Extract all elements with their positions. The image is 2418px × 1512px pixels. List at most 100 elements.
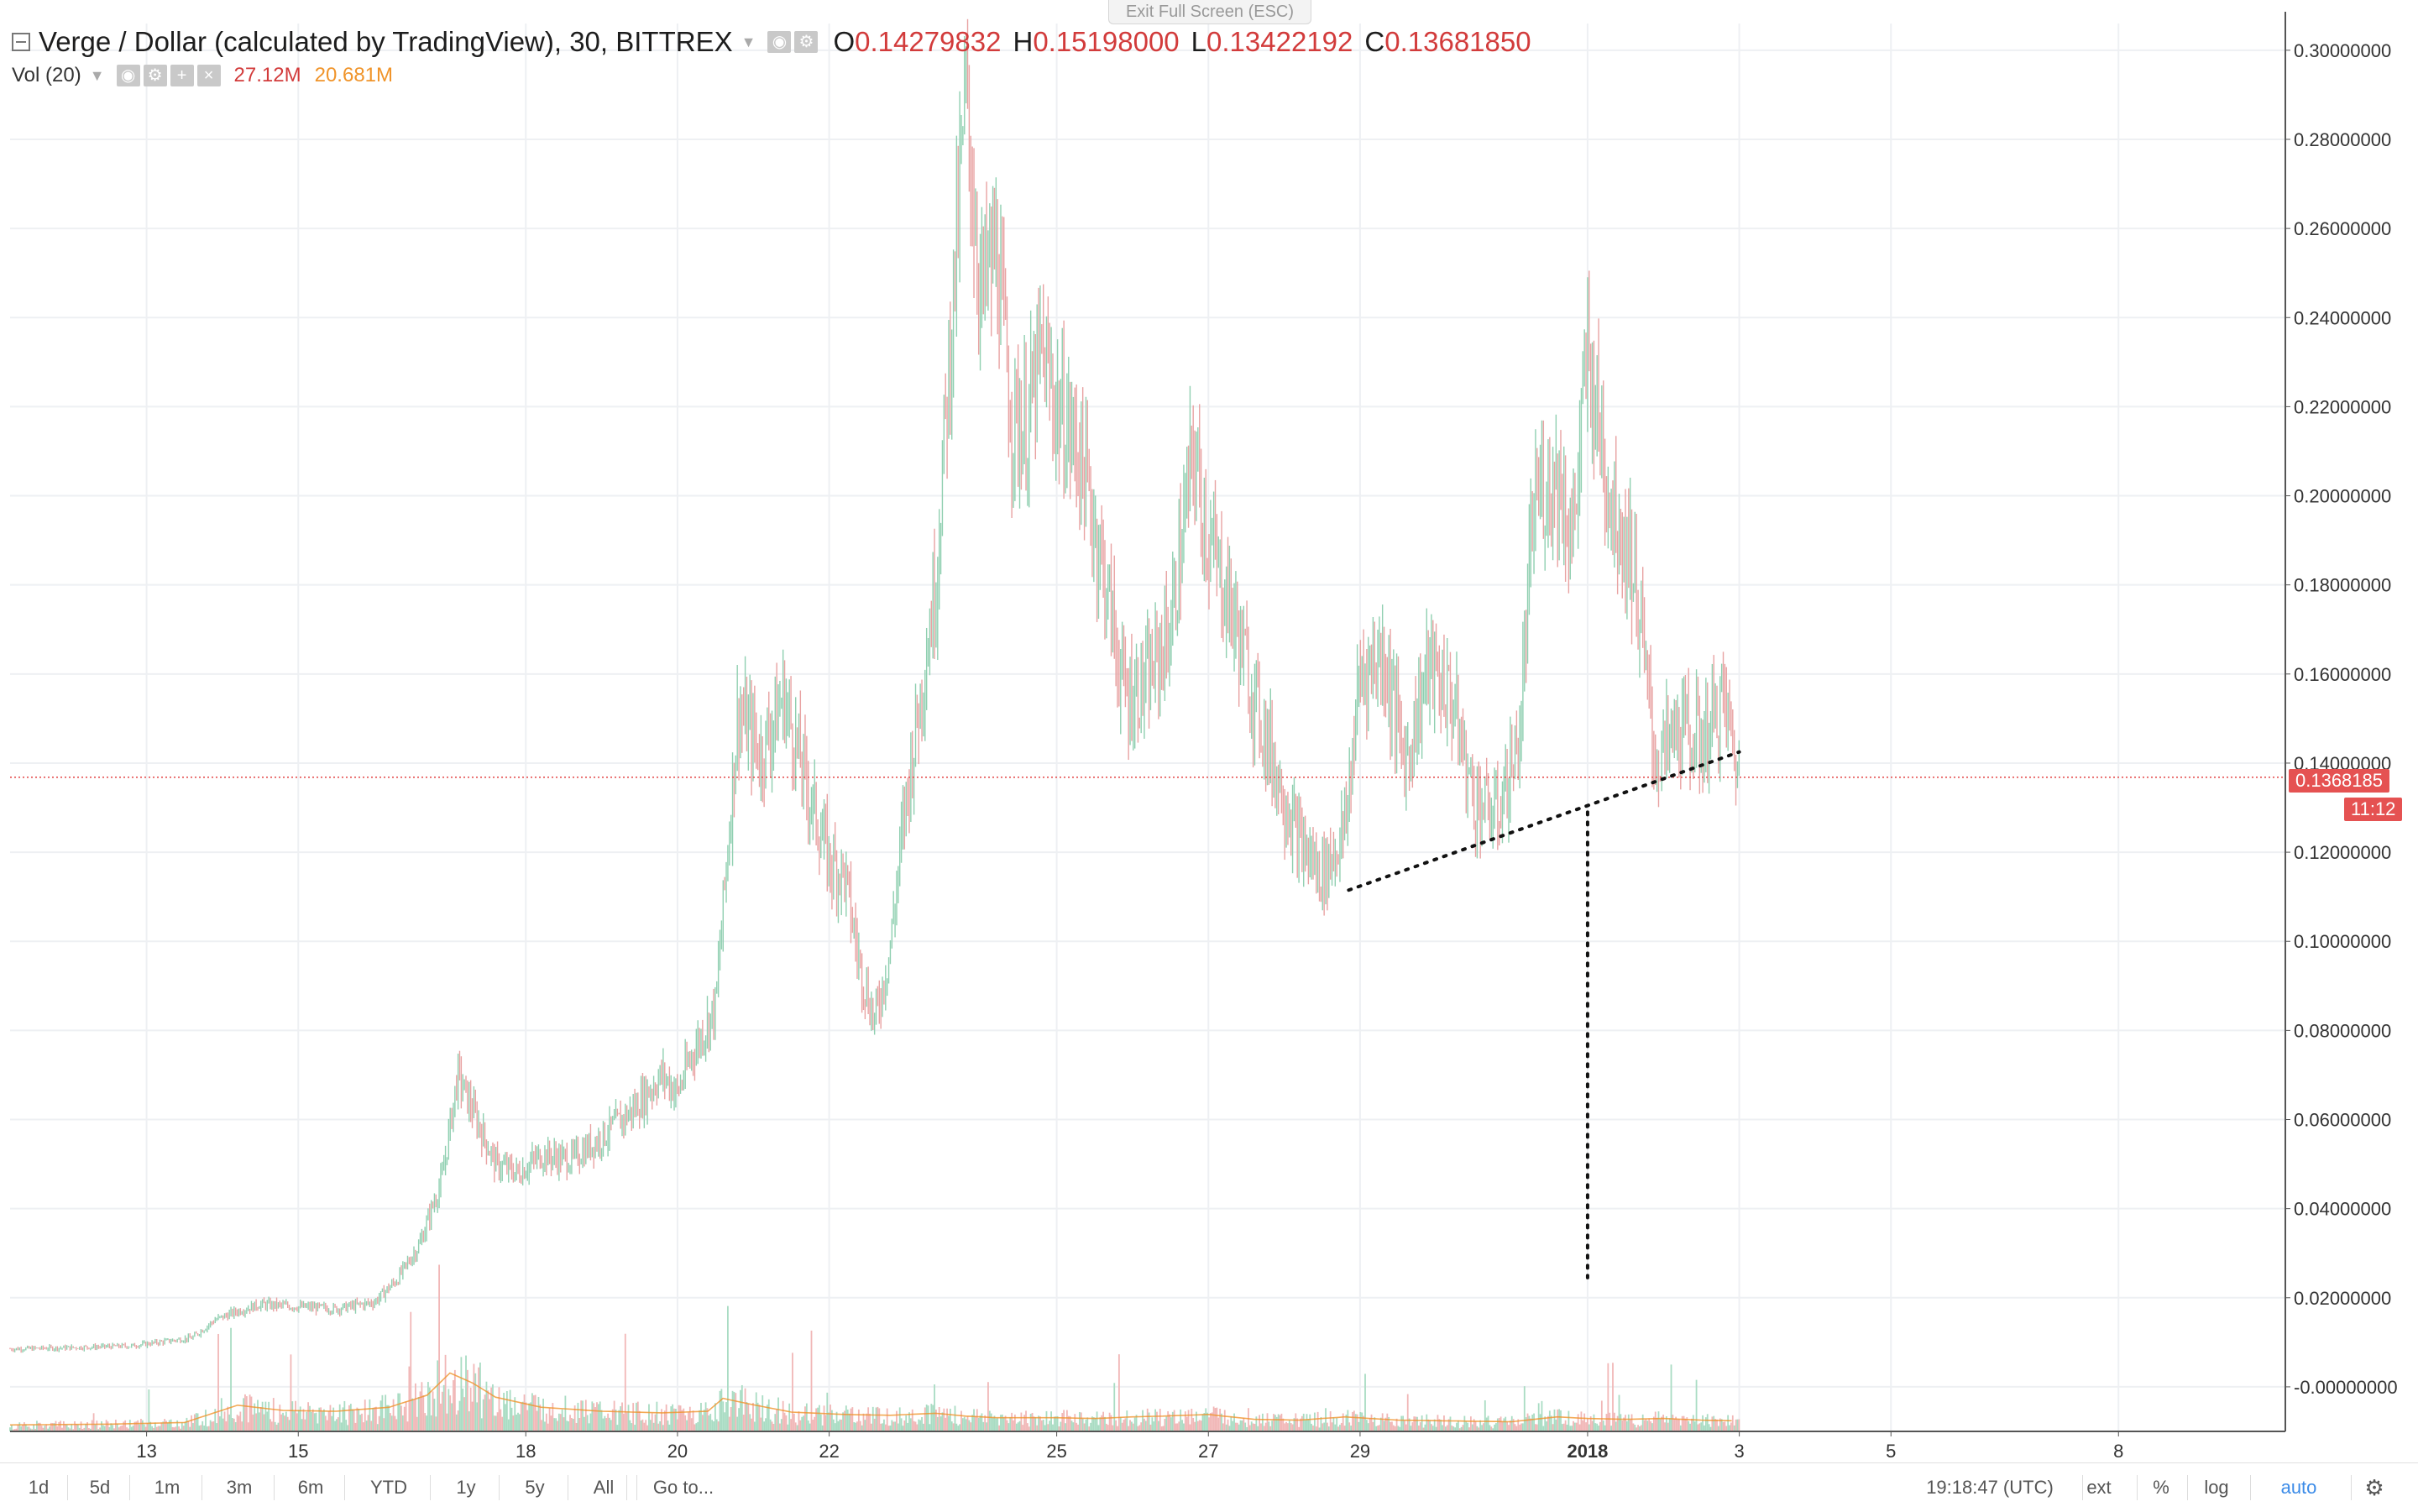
volume-bar — [1259, 1415, 1261, 1431]
range-button-3m[interactable]: 3m — [226, 1477, 253, 1498]
volume-bar — [1553, 1409, 1556, 1431]
volume-bar — [468, 1411, 470, 1431]
volume-bar — [447, 1389, 450, 1431]
volume-bar — [1284, 1423, 1286, 1431]
volume-bar — [374, 1407, 375, 1431]
volume-bar — [1301, 1415, 1303, 1431]
support-trendline — [1347, 750, 1741, 892]
volume-bar — [681, 1410, 683, 1431]
volume-bar — [1514, 1424, 1516, 1431]
volume-bar — [767, 1399, 770, 1431]
gear-icon[interactable]: ⚙ — [143, 65, 167, 86]
volume-bar — [1557, 1409, 1559, 1431]
volume-bar — [688, 1406, 691, 1431]
chevron-down-icon[interactable]: ▼ — [741, 33, 756, 50]
volume-bar — [1521, 1423, 1524, 1431]
volume-bar — [336, 1419, 338, 1431]
volume-bar — [715, 1419, 718, 1431]
goto-button[interactable]: Go to... — [652, 1477, 714, 1498]
volume-bar — [1212, 1406, 1215, 1431]
volume-bar — [327, 1411, 330, 1431]
volume-bar — [146, 1423, 149, 1431]
gear-icon[interactable]: ⚙ — [794, 31, 819, 53]
gear-icon[interactable]: ⚙ — [2364, 1475, 2384, 1500]
volume-bar — [1171, 1411, 1174, 1431]
ohlc-key-h: H — [1013, 26, 1034, 57]
volume-bar — [1404, 1420, 1405, 1431]
volume-bar — [1431, 1426, 1434, 1431]
volume-bar — [842, 1412, 844, 1431]
close-icon[interactable]: × — [196, 65, 221, 86]
volume-bar — [364, 1400, 366, 1431]
volume-bar — [509, 1389, 511, 1431]
volume-bar — [526, 1410, 529, 1431]
price-chart[interactable]: -0.00000000 0.02000000 0.04000000 0.0600000… — [0, 0, 2418, 1462]
volume-bar — [1725, 1426, 1728, 1431]
volume-bar — [1291, 1424, 1294, 1431]
volume-bar — [1312, 1425, 1314, 1431]
volume-bar — [532, 1395, 535, 1431]
volume-bar — [1492, 1428, 1494, 1431]
volume-bar — [10, 1425, 13, 1431]
volume-bar — [422, 1395, 425, 1431]
auto-scale-toggle[interactable]: auto — [2280, 1477, 2317, 1498]
volume-bar — [1646, 1420, 1649, 1431]
range-button-5d[interactable]: 5d — [89, 1477, 111, 1498]
range-button-1y[interactable]: 1y — [456, 1477, 476, 1498]
x-tick-label: 27 — [1198, 1441, 1218, 1462]
ext-toggle[interactable]: ext — [2086, 1477, 2112, 1498]
volume-bar — [672, 1404, 674, 1431]
volume-bar — [616, 1425, 619, 1431]
plus-icon[interactable]: + — [170, 65, 194, 86]
volume-bar — [69, 1428, 71, 1431]
volume-bar — [348, 1405, 350, 1431]
x-tick-label: 3 — [1734, 1441, 1744, 1462]
volume-bar — [1588, 1424, 1590, 1431]
volume-bar — [1230, 1416, 1233, 1431]
volume-bar — [1253, 1424, 1256, 1431]
volume-bar — [301, 1419, 303, 1431]
volume-bar — [144, 1426, 147, 1431]
collapse-icon[interactable] — [12, 33, 30, 51]
range-button-1m[interactable]: 1m — [154, 1477, 181, 1498]
volume-bar — [367, 1415, 369, 1431]
volume-bar — [987, 1382, 989, 1431]
chevron-down-icon[interactable]: ▼ — [89, 66, 105, 84]
volume-bar — [620, 1406, 622, 1431]
volume-bar — [331, 1415, 333, 1431]
utc-clock[interactable]: 19:18:47 (UTC) — [1926, 1477, 2054, 1498]
range-button-ytd[interactable]: YTD — [370, 1477, 407, 1498]
volume-bar — [1221, 1413, 1222, 1431]
volume-bar — [1679, 1425, 1682, 1431]
range-button-5y[interactable]: 5y — [525, 1477, 545, 1498]
volume-bar — [165, 1420, 167, 1431]
volume-bar — [733, 1391, 735, 1431]
volume-bar — [758, 1405, 761, 1431]
volume-bar — [1271, 1420, 1274, 1431]
volume-bar — [1548, 1410, 1551, 1431]
volume-bar — [1309, 1414, 1311, 1431]
eye-icon[interactable]: ◉ — [116, 65, 140, 86]
volume-bar — [1583, 1413, 1586, 1431]
range-button-1d[interactable]: 1d — [28, 1477, 50, 1498]
volume-bar — [839, 1419, 841, 1431]
exit-fullscreen-hint[interactable]: Exit Full Screen (ESC) — [1108, 0, 1311, 24]
volume-bar — [306, 1411, 308, 1431]
percent-toggle[interactable]: % — [2153, 1477, 2169, 1498]
range-button-all[interactable]: All — [593, 1477, 615, 1498]
volume-bar — [1503, 1418, 1505, 1431]
volume-bar — [1733, 1425, 1735, 1431]
volume-bar — [569, 1415, 571, 1431]
volume-bar — [738, 1408, 740, 1431]
volume-bar — [1061, 1412, 1064, 1431]
volume-bar — [236, 1415, 238, 1431]
volume-bar — [561, 1409, 563, 1431]
range-button-6m[interactable]: 6m — [297, 1477, 324, 1498]
volume-bar — [187, 1420, 190, 1431]
eye-icon[interactable]: ◉ — [767, 31, 792, 53]
chart-title: Verge / Dollar (calculated by TradingVie… — [39, 26, 733, 57]
log-toggle[interactable]: log — [2204, 1477, 2229, 1498]
volume-bar — [1336, 1417, 1338, 1431]
volume-bar — [460, 1357, 463, 1431]
volume-bar — [1681, 1415, 1683, 1431]
